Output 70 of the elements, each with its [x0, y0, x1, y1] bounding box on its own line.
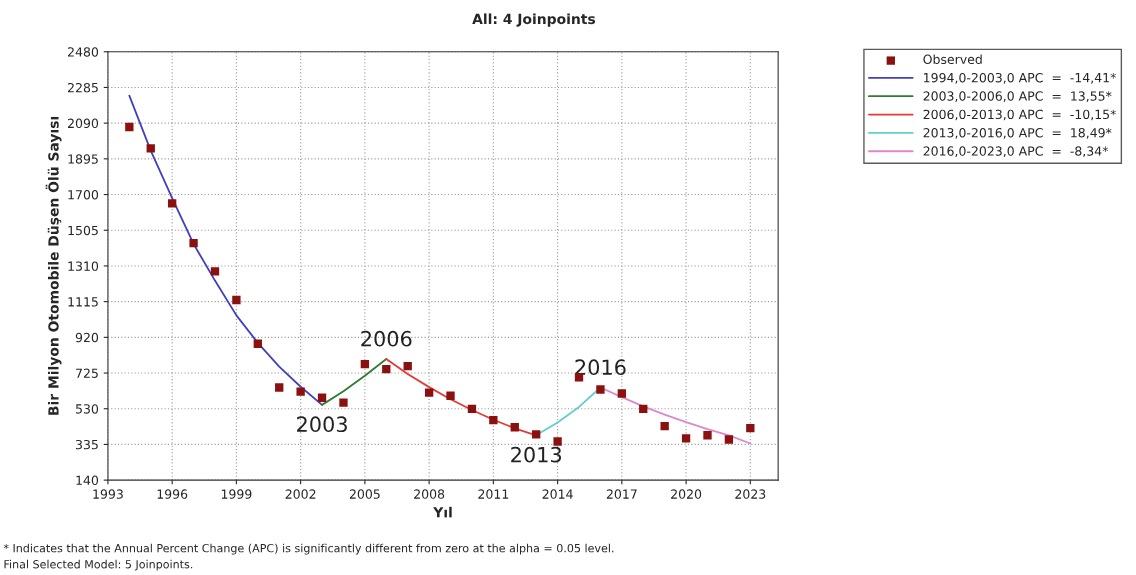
point	[446, 391, 455, 400]
point	[489, 415, 498, 425]
point	[424, 388, 434, 397]
point	[681, 434, 691, 443]
point	[596, 385, 605, 394]
legend-label: 2016,0-2023,0 APC = -8,34*	[923, 146, 1109, 158]
legend-label: Observed	[923, 54, 982, 65]
point	[232, 295, 241, 305]
point	[703, 431, 712, 440]
x-tick-label: 2005	[349, 489, 380, 499]
point	[275, 383, 284, 392]
x-tick-label: 2008	[414, 489, 445, 499]
legend-label: 2013,0-2016,0 APC = 18,49*	[923, 127, 1112, 139]
y-tick-label: 1310	[68, 261, 99, 271]
annotation: 2013	[511, 446, 562, 463]
point	[639, 404, 648, 414]
y-tick-label: 2285	[68, 82, 98, 93]
point	[403, 361, 412, 371]
x-tick-label: 1996	[157, 489, 188, 499]
line-series	[321, 358, 388, 406]
point	[553, 437, 562, 446]
line-series	[128, 94, 323, 406]
point	[510, 423, 519, 432]
point	[746, 423, 755, 433]
annotation: 2003	[297, 416, 347, 433]
y-tick-label: 1895	[68, 154, 98, 164]
y-tick-label: 530	[76, 404, 99, 414]
text: Final Selected Model: 5 Joinpoints.	[4, 559, 193, 571]
point	[296, 387, 305, 396]
point	[360, 359, 370, 369]
point	[532, 430, 541, 439]
point	[467, 404, 477, 414]
y-tick-label: 335	[75, 439, 98, 450]
y-tick-label: 140	[76, 475, 99, 486]
point	[125, 122, 134, 132]
y-tick-label: 2090	[68, 118, 99, 129]
point	[660, 421, 669, 431]
point	[724, 435, 734, 444]
x-tick-label: 2020	[671, 489, 702, 499]
point	[317, 393, 327, 402]
chart-title: All: 4 Joinpoints	[472, 13, 596, 27]
point	[146, 144, 155, 153]
y-tick-label: 1505	[68, 225, 98, 236]
point	[382, 365, 391, 374]
point	[210, 267, 220, 276]
point	[339, 398, 348, 407]
x-tick-label: 2014	[542, 489, 573, 499]
legend-label: 2003,0-2006,0 APC = 13,55*	[923, 91, 1112, 103]
y-tick-label: 2480	[68, 47, 99, 57]
y-tick-label: 920	[75, 332, 99, 343]
y-tick-label: 1115	[68, 297, 98, 307]
text: * Indicates that the Annual Percent Change (APC) is significantly different from zero at the alpha = 0.05 level.	[3, 543, 614, 555]
x-tick-label: 2017	[606, 489, 637, 499]
legend-label: 1994,0-2003,0 APC = -14,41*	[924, 72, 1116, 84]
point	[617, 389, 627, 398]
x-tick-label: 2023	[735, 489, 766, 499]
y-tick-label: 1700	[68, 190, 99, 200]
annotation: 2016	[575, 359, 626, 376]
x-axis-title: Yıl	[433, 506, 452, 518]
x-tick-label: 1999	[221, 489, 252, 499]
x-tick-label: 1993	[93, 489, 123, 499]
x-tick-label: 2002	[285, 489, 316, 499]
legend-label: 2006,0-2013,0 APC = -10,15*	[923, 109, 1116, 121]
x-tick-label: 2011	[478, 489, 509, 499]
annotation: 2006	[361, 330, 412, 347]
point	[253, 339, 262, 348]
y-axis-title: Bir Milyon Otomobile Düşen Ölü Sayısı	[45, 116, 62, 415]
point	[167, 199, 177, 208]
point	[189, 238, 198, 248]
y-tick-label: 725	[76, 368, 98, 378]
